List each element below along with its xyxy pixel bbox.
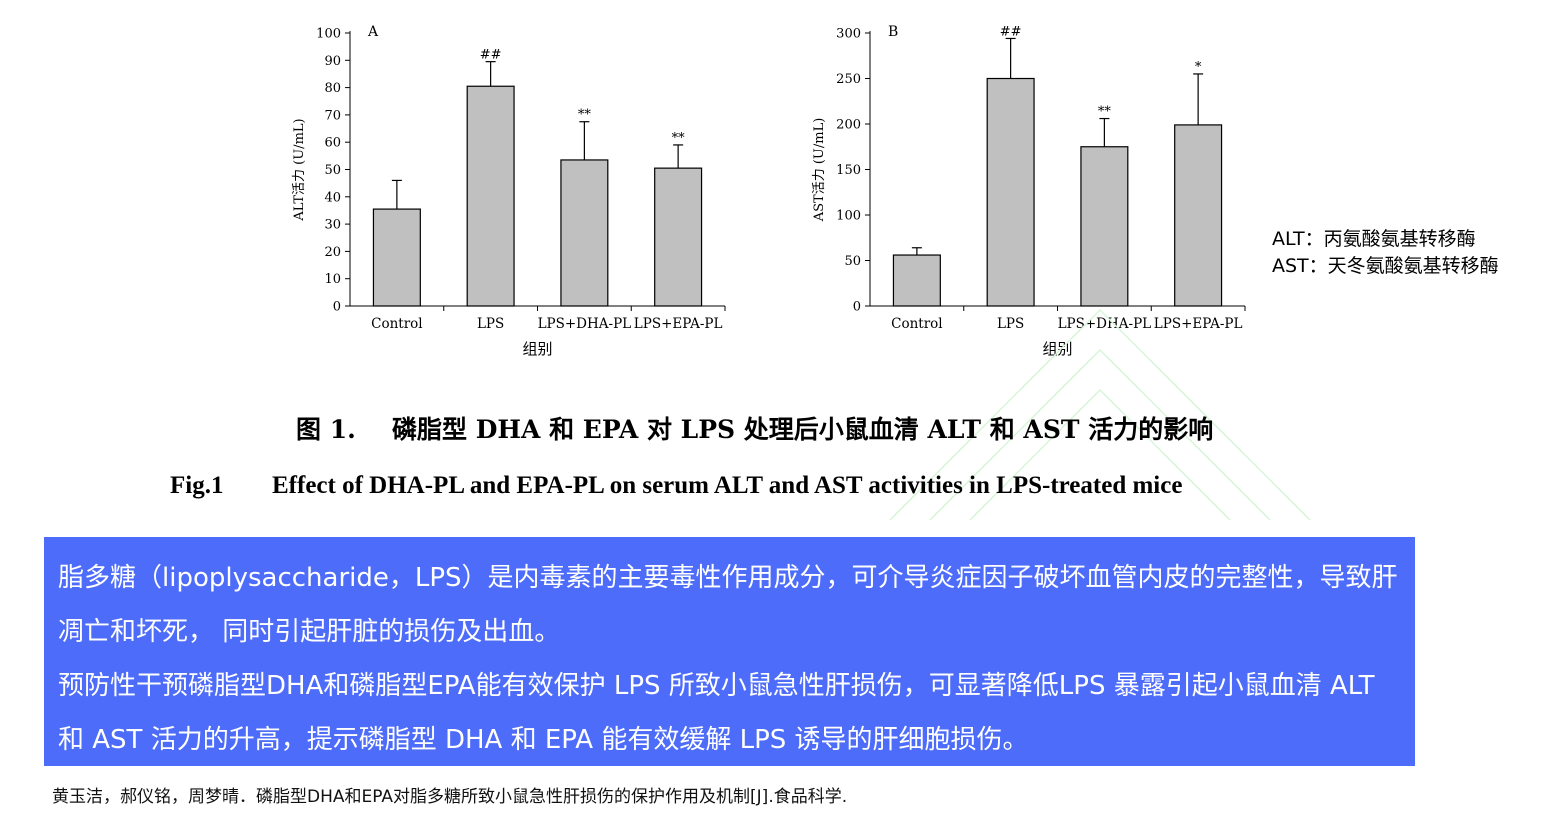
significance-marker: ## <box>1000 24 1022 39</box>
y-tick-label: 300 <box>836 27 861 42</box>
bar-lps-dha-pl <box>560 159 609 307</box>
y-tick-label: 0 <box>333 300 341 315</box>
y-tick-label: 20 <box>324 245 341 260</box>
significance-marker: * <box>1195 60 1202 75</box>
x-tick-label: Control <box>891 316 942 332</box>
abbrev-ast: AST：天冬氨酸氨基转移酶 <box>1272 255 1499 277</box>
bar-control <box>892 254 941 307</box>
x-tick-label: LPS+EPA-PL <box>634 316 723 332</box>
summary-paragraph-2: 预防性干预磷脂型DHA和磷脂型EPA能有效保护 LPS 所致小鼠急性肝损伤，可显… <box>58 671 1375 755</box>
figure-caption-cn: 图 1. 磷脂型 DHA 和 EPA 对 LPS 处理后小鼠血清 ALT 和 AS… <box>296 410 1213 446</box>
y-tick-label: 50 <box>844 254 861 269</box>
summary-paragraph-1: 脂多糖（lipoplysaccharide，LPS）是内毒素的主要毒性作用成分，… <box>58 563 1398 647</box>
bar-lps <box>466 85 515 307</box>
bar-lps-epa-pl <box>654 167 703 307</box>
y-tick-label: 100 <box>316 27 341 42</box>
x-tick-label: Control <box>371 316 422 332</box>
x-tick-label: LPS <box>477 316 504 332</box>
bar-control <box>372 208 421 307</box>
significance-marker: ## <box>480 48 502 63</box>
y-tick-label: 30 <box>324 218 341 233</box>
y-tick-label: 250 <box>836 72 861 87</box>
y-tick-label: 0 <box>853 300 861 315</box>
y-tick-label: 60 <box>324 136 341 151</box>
citation: 黄玉洁，郝仪铭，周梦晴．磷脂型DHA和EPA对脂多糖所致小鼠急性肝损伤的保护作用… <box>52 787 848 807</box>
y-tick-label: 90 <box>324 54 341 69</box>
y-axis-label: AST活力 (U/mL) <box>812 118 827 223</box>
x-tick-label: LPS+DHA-PL <box>1058 316 1152 332</box>
summary-box: 脂多糖（lipoplysaccharide，LPS）是内毒素的主要毒性作用成分，… <box>44 537 1415 766</box>
panel-label: A <box>367 24 379 40</box>
significance-marker: ** <box>1098 105 1112 120</box>
chart-a-svg: 0 10 20 30 40 50 60 70 80 90 100 Control ## LPS ** LPS+… <box>292 24 726 358</box>
bar-lps <box>986 77 1035 307</box>
chart-b-ast: 0 50 100 150 200 250 300 Control ## LPS ** LPS+DHA-… <box>800 0 1260 365</box>
chart-a-alt: 0 10 20 30 40 50 60 70 80 90 100 Control ## LPS ** LPS+… <box>280 0 740 365</box>
abbrev-alt: ALT：丙氨酸氨基转移酶 <box>1272 228 1476 250</box>
y-tick-label: 200 <box>836 118 861 133</box>
significance-marker: ** <box>672 131 686 146</box>
y-tick-label: 10 <box>324 272 341 287</box>
y-axis-label: ALT活力 (U/mL) <box>292 118 307 221</box>
significance-marker: ** <box>578 108 592 123</box>
y-tick-label: 70 <box>324 108 341 123</box>
y-tick-label: 80 <box>324 81 341 96</box>
bar-lps-dha-pl <box>1080 146 1129 307</box>
chart-b-svg: 0 50 100 150 200 250 300 Control ## LPS ** LPS+DHA-… <box>812 24 1246 358</box>
bar-lps-epa-pl <box>1174 124 1223 307</box>
figure-caption-en: Fig.1 Effect of DHA-PL and EPA-PL on seru… <box>170 472 1182 500</box>
figure-title-en: Effect of DHA-PL and EPA-PL on serum ALT… <box>272 472 1183 499</box>
x-tick-label: LPS+EPA-PL <box>1154 316 1243 332</box>
figure-title-cn: 磷脂型 DHA 和 EPA 对 LPS 处理后小鼠血清 ALT 和 AST 活力… <box>392 415 1214 444</box>
y-tick-label: 100 <box>836 209 861 224</box>
y-tick-label: 50 <box>324 163 341 178</box>
x-axis-label: 组别 <box>1042 340 1072 358</box>
figure-number-cn: 图 1. <box>296 415 356 444</box>
abbreviation-legend: ALT：丙氨酸氨基转移酶 AST：天冬氨酸氨基转移酶 <box>1272 226 1499 280</box>
figure-number-en: Fig.1 <box>170 472 224 499</box>
y-tick-label: 40 <box>324 190 341 205</box>
x-axis-label: 组别 <box>522 340 552 358</box>
panel-label: B <box>888 24 898 40</box>
x-tick-label: LPS <box>997 316 1024 332</box>
x-tick-label: LPS+DHA-PL <box>538 316 632 332</box>
y-tick-label: 150 <box>836 163 861 178</box>
